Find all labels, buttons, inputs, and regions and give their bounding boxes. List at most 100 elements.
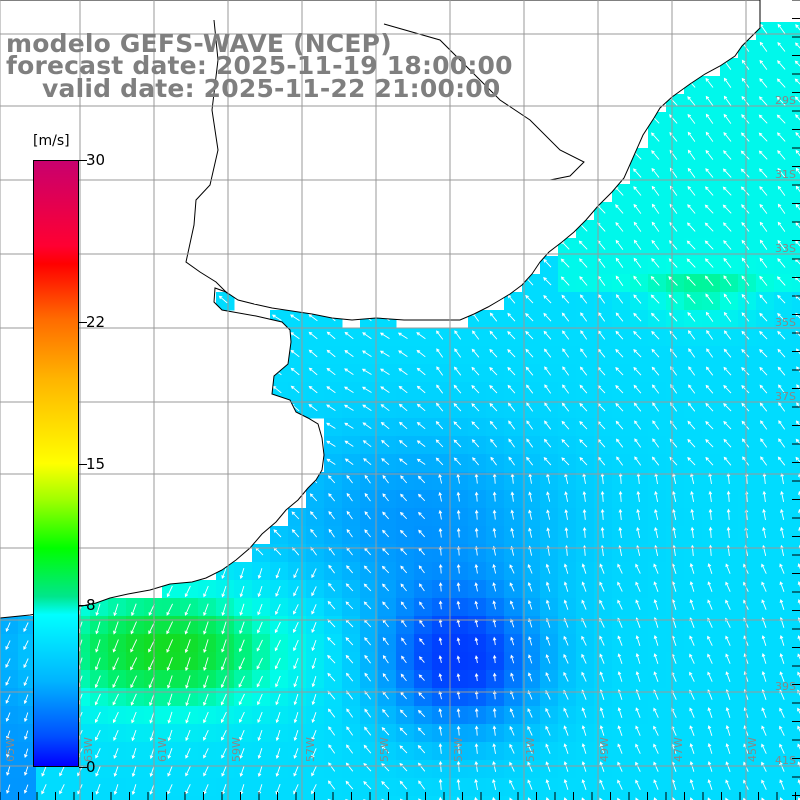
wind-arrow bbox=[651, 221, 660, 232]
wind-arrow bbox=[509, 725, 515, 736]
wind-arrow bbox=[379, 332, 390, 339]
wind-arrow bbox=[708, 490, 713, 502]
wind-arrow bbox=[650, 276, 660, 286]
wind-speed-cell bbox=[792, 238, 800, 257]
wind-arrow bbox=[652, 438, 660, 448]
wind-arrow bbox=[328, 528, 335, 538]
wind-arrow bbox=[293, 604, 299, 615]
wind-arrow bbox=[545, 635, 551, 646]
wind-arrow bbox=[545, 707, 551, 718]
wind-arrow bbox=[633, 402, 642, 412]
wind-arrow bbox=[526, 402, 534, 412]
wind-arrow bbox=[363, 565, 372, 574]
wind-speed-cell bbox=[666, 796, 685, 800]
wind-arrow bbox=[238, 657, 245, 671]
wind-arrow bbox=[582, 508, 587, 520]
wind-arrow bbox=[759, 384, 768, 394]
wind-arrow bbox=[398, 368, 408, 376]
wind-arrow bbox=[275, 748, 281, 760]
colorbar-tick-label: 15 bbox=[86, 454, 106, 473]
wind-arrow bbox=[563, 761, 569, 772]
wind-arrow bbox=[293, 730, 299, 741]
wind-arrow bbox=[382, 511, 390, 520]
wind-arrow bbox=[5, 712, 11, 722]
wind-speed-cell bbox=[162, 796, 181, 800]
wind-arrow bbox=[308, 367, 318, 376]
wind-arrow bbox=[706, 348, 714, 358]
wind-arrow bbox=[275, 766, 281, 777]
wind-arrow bbox=[5, 676, 11, 686]
longitude-label: 53W bbox=[452, 737, 465, 762]
wind-arrow bbox=[725, 581, 731, 592]
wind-arrow bbox=[456, 637, 461, 646]
wind-arrow bbox=[221, 621, 227, 635]
wind-arrow bbox=[527, 743, 533, 754]
wind-arrow bbox=[759, 41, 768, 52]
wind-arrow bbox=[632, 168, 642, 178]
wind-arrow bbox=[326, 404, 336, 411]
wind-arrow bbox=[723, 113, 732, 124]
wind-speed-cell bbox=[792, 742, 800, 761]
wind-arrow bbox=[167, 711, 173, 724]
wind-arrow bbox=[438, 637, 443, 646]
wind-arrow bbox=[489, 348, 498, 358]
wind-arrow bbox=[257, 603, 263, 616]
wind-arrow bbox=[618, 490, 623, 502]
wind-arrow bbox=[239, 585, 245, 598]
wind-arrow bbox=[546, 491, 551, 502]
wind-arrow bbox=[471, 348, 480, 358]
wind-arrow bbox=[220, 711, 227, 724]
wind-arrow bbox=[382, 474, 389, 484]
wind-speed-cell bbox=[792, 724, 800, 743]
wind-arrow bbox=[381, 745, 390, 754]
wind-arrow bbox=[399, 745, 408, 754]
wind-speed-cell bbox=[414, 796, 433, 800]
wind-arrow bbox=[418, 511, 426, 520]
wind-arrow bbox=[398, 403, 408, 412]
wind-arrow bbox=[581, 563, 587, 574]
wind-arrow bbox=[95, 766, 101, 777]
wind-arrow bbox=[563, 599, 569, 610]
wind-speed-cell bbox=[144, 796, 163, 800]
wind-arrow bbox=[311, 784, 317, 795]
wind-arrow bbox=[166, 639, 174, 653]
wind-arrow bbox=[686, 240, 696, 250]
wind-arrow bbox=[635, 581, 641, 592]
wind-arrow bbox=[652, 402, 660, 412]
longitude-label: 61W bbox=[156, 737, 169, 762]
wind-arrow bbox=[492, 636, 497, 646]
wind-arrow bbox=[418, 656, 425, 663]
wind-arrow bbox=[311, 586, 317, 597]
wind-arrow bbox=[456, 760, 461, 772]
wind-arrow bbox=[5, 658, 11, 668]
wind-arrow bbox=[543, 277, 552, 286]
wind-arrow bbox=[344, 368, 354, 375]
wind-arrow bbox=[544, 384, 552, 394]
wind-speed-cell bbox=[792, 760, 800, 779]
wind-speed-cell bbox=[792, 166, 800, 185]
wind-arrow bbox=[221, 766, 227, 777]
wind-arrow bbox=[650, 312, 660, 322]
wind-arrow bbox=[761, 670, 767, 682]
wind-arrow bbox=[256, 657, 263, 670]
wind-arrow bbox=[311, 568, 317, 579]
wind-arrow bbox=[474, 582, 479, 592]
wind-arrow bbox=[779, 761, 785, 772]
wind-arrow bbox=[615, 312, 624, 322]
wind-arrow bbox=[650, 294, 660, 304]
wind-arrow bbox=[94, 657, 101, 671]
wind-arrow bbox=[293, 675, 299, 688]
wind-speed-cell bbox=[90, 796, 109, 800]
wind-arrow bbox=[328, 564, 335, 574]
wind-arrow bbox=[723, 438, 732, 448]
wind-speed-cell bbox=[126, 796, 145, 800]
wind-arrow bbox=[777, 221, 786, 232]
wind-arrow bbox=[723, 311, 732, 322]
wind-arrow bbox=[220, 693, 227, 706]
wind-arrow bbox=[507, 366, 516, 376]
wind-arrow bbox=[687, 131, 696, 142]
wind-arrow bbox=[239, 621, 245, 635]
wind-arrow bbox=[131, 766, 137, 777]
wind-arrow bbox=[508, 438, 515, 448]
wind-arrow bbox=[167, 693, 173, 707]
